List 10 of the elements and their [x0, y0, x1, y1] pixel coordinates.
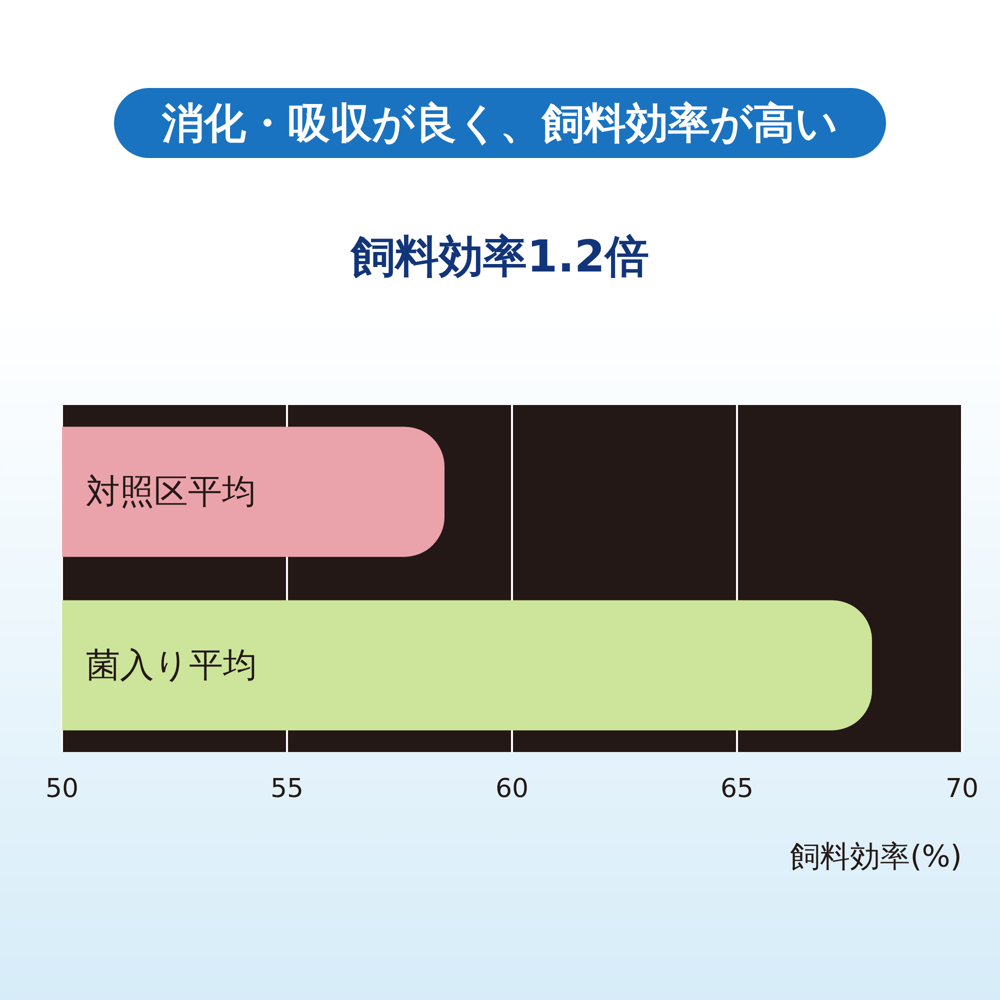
x-tick-label: 70 — [945, 774, 979, 804]
y-tick-label: 対照区平均 — [86, 472, 256, 512]
chart-subtitle: 飼料効率1.2倍 — [349, 232, 649, 282]
chart-title: 消化・吸収が良く、飼料効率が高い — [161, 98, 838, 148]
y-tick-label: 菌入り平均 — [86, 645, 257, 686]
x-tick-label: 50 — [45, 774, 79, 804]
x-axis-title: 飼料効率(%) — [790, 840, 962, 874]
x-tick-label: 55 — [270, 774, 304, 804]
x-tick-label: 65 — [720, 774, 754, 804]
x-tick-label: 60 — [495, 774, 529, 804]
